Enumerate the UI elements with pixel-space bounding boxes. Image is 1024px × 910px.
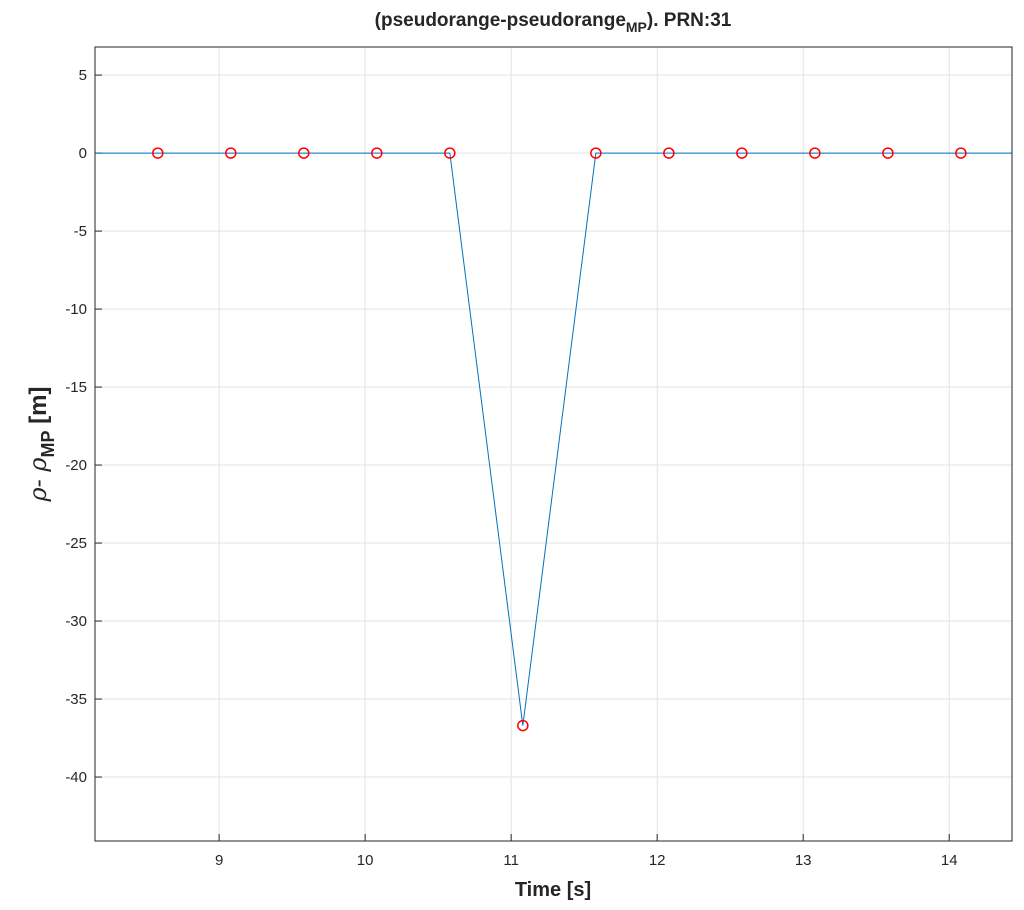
chart-title: (pseudorange-pseudorangeMP). PRN:31 [375,10,732,35]
y-tick-label: 0 [79,145,87,162]
x-tick-label: 12 [649,852,666,869]
marker [663,147,675,159]
y-label-suffix: [m] [25,387,52,431]
y-axis-label: ρ- ρMP [m] [24,387,58,503]
x-tick-label: 13 [795,852,812,869]
x-tick-label: 10 [357,852,374,869]
plot-frame [94,46,1013,842]
marker [736,147,748,159]
x-tick-label: 11 [503,852,519,869]
data-line [95,152,1012,726]
y-tick-label: -15 [65,379,87,396]
y-tick-label: -5 [74,223,87,240]
x-tick-label: 14 [941,852,958,869]
marker [882,147,894,159]
marker [590,147,602,159]
marker [152,147,164,159]
marker [955,147,967,159]
marker [225,147,237,159]
y-label-subscript: MP [38,431,58,458]
y-tick-label: -40 [65,769,87,786]
y-tick-label: -35 [65,691,87,708]
x-axis-label: Time [s] [515,879,591,901]
marker [298,147,310,159]
title-main: (pseudorange-pseudorange [375,10,626,31]
marker [517,719,529,732]
marker [371,147,383,159]
marker [809,147,821,159]
title-subscript: MP [626,19,647,35]
y-tick-label: -20 [65,457,87,474]
x-tick-label: 9 [215,852,223,869]
title-suffix: ). PRN:31 [647,10,732,31]
y-label-main: ρ- ρ [24,458,52,503]
y-tick-label: -25 [65,535,87,552]
marker [444,147,456,159]
y-tick-label: 5 [79,67,87,84]
plot-area [95,47,1012,841]
y-tick-label: -10 [65,301,87,318]
y-tick-label: -30 [65,613,87,630]
